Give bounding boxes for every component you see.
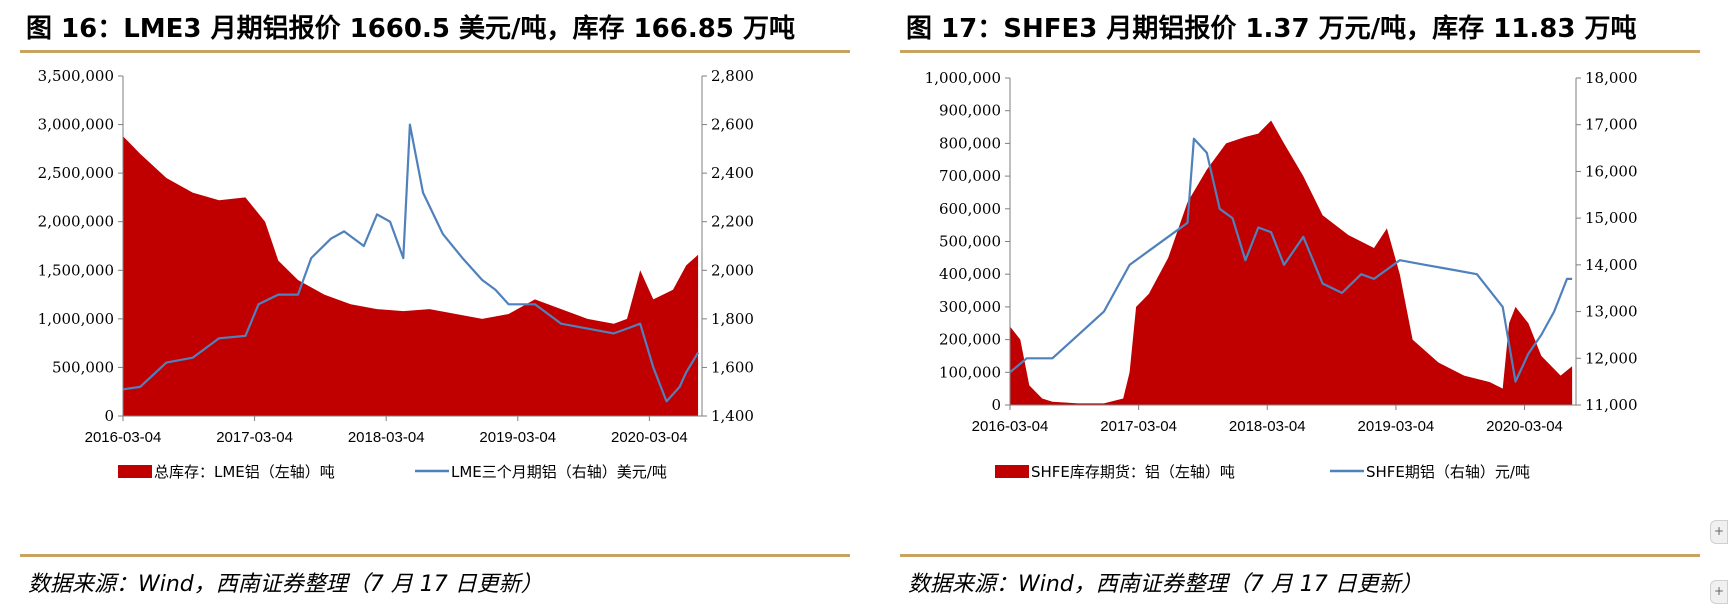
x-tick-label: 2019-03-04 [479, 429, 556, 446]
y-left-tick-label: 3,000,000 [38, 116, 114, 134]
y-left-tick-label: 700,000 [939, 167, 1001, 185]
y-right-tick-label: 11,000 [1585, 396, 1638, 414]
footer-divider [900, 554, 1700, 557]
legend-swatch-stock [995, 465, 1029, 478]
side-zoom-button[interactable]: + [1710, 520, 1728, 544]
y-left-tick-label: 3,500,000 [38, 67, 114, 85]
legend-label-price: LME三个月期铝（右轴）美元/吨 [451, 463, 667, 481]
y-left-tick-label: 1,500,000 [38, 261, 114, 279]
y-left-tick-label: 1,000,000 [38, 310, 114, 328]
price-line-series [122, 123, 700, 403]
legend-label-stock: SHFE库存期货：铝（左轴）吨 [1031, 463, 1235, 481]
y-left-tick-label: 300,000 [939, 298, 1001, 316]
y-right-tick-label: 14,000 [1585, 256, 1638, 274]
chart-panel-lme: 图 16：LME3 月期铝报价 1660.5 美元/吨，库存 166.85 万吨… [20, 0, 850, 606]
footer-divider [20, 554, 850, 557]
y-left-tick-label: 0 [991, 396, 1001, 414]
y-right-tick-label: 2,200 [711, 213, 754, 231]
y-right-tick-label: 2,800 [711, 67, 754, 85]
x-tick-label: 2017-03-04 [216, 429, 293, 446]
y-left-tick-label: 500,000 [939, 233, 1001, 251]
y-left-tick-label: 800,000 [939, 134, 1001, 152]
legend-label-stock: 总库存：LME铝（左轴）吨 [154, 463, 335, 481]
y-right-tick-label: 18,000 [1585, 69, 1638, 87]
y-right-tick-label: 1,800 [711, 310, 754, 328]
x-tick-label: 2020-03-04 [611, 429, 688, 446]
x-tick-label: 2016-03-04 [85, 429, 162, 446]
shfe-chart: 0 100,000 200,000 300,000 400,000 500,000 600,… [925, 69, 1638, 481]
y-left-tick-label: 900,000 [939, 102, 1001, 120]
y-left-tick-label: 500,000 [52, 358, 114, 376]
y-right-tick-label: 15,000 [1585, 209, 1638, 227]
x-tick-label: 2016-03-04 [972, 418, 1049, 435]
source-note-lme: 数据来源：Wind，西南证券整理（7 月 17 日更新） [28, 572, 543, 597]
stock-area-series [123, 136, 699, 416]
y-left-tick-label: 2,000,000 [38, 213, 114, 231]
y-right-tick-label: 1,400 [711, 407, 754, 425]
y-left-tick-label: 1,000,000 [925, 69, 1001, 87]
x-tick-label: 2018-03-04 [1229, 418, 1306, 435]
y-left-tick-label: 100,000 [939, 363, 1001, 381]
y-right-tick-label: 13,000 [1585, 303, 1638, 321]
lme-chart: 0 500,000 1,000,000 1,500,000 2,000,000 2,500… [38, 67, 754, 481]
legend-swatch-stock [118, 465, 152, 478]
source-note-shfe: 数据来源：Wind，西南证券整理（7 月 17 日更新） [908, 572, 1423, 597]
y-left-tick-label: 200,000 [939, 331, 1001, 349]
price-line-series [1009, 137, 1573, 383]
stock-area-series [1010, 120, 1573, 405]
x-tick-label: 2017-03-04 [1100, 418, 1177, 435]
chart-title-lme: 图 16：LME3 月期铝报价 1660.5 美元/吨，库存 166.85 万吨 [26, 14, 795, 44]
x-tick-label: 2020-03-04 [1486, 418, 1563, 435]
x-tick-label: 2019-03-04 [1358, 418, 1435, 435]
y-left-tick-label: 0 [104, 407, 114, 425]
chart-title-shfe: 图 17：SHFE3 月期铝报价 1.37 万元/吨，库存 11.83 万吨 [906, 14, 1637, 44]
legend-label-price: SHFE期铝（右轴）元/吨 [1366, 463, 1530, 481]
side-zoom-button[interactable]: + [1710, 580, 1728, 604]
y-right-tick-label: 16,000 [1585, 162, 1638, 180]
x-tick-label: 2018-03-04 [348, 429, 425, 446]
y-right-tick-label: 2,400 [711, 164, 754, 182]
y-left-tick-label: 400,000 [939, 265, 1001, 283]
chart-panel-shfe: 图 17：SHFE3 月期铝报价 1.37 万元/吨，库存 11.83 万吨 0… [900, 0, 1700, 606]
y-left-tick-label: 600,000 [939, 200, 1001, 218]
y-right-tick-label: 12,000 [1585, 349, 1638, 367]
y-left-tick-label: 2,500,000 [38, 164, 114, 182]
y-right-tick-label: 17,000 [1585, 116, 1638, 134]
title-divider [900, 50, 1700, 53]
y-right-tick-label: 2,000 [711, 261, 754, 279]
y-right-tick-label: 2,600 [711, 116, 754, 134]
title-divider [20, 50, 850, 53]
y-right-tick-label: 1,600 [711, 358, 754, 376]
